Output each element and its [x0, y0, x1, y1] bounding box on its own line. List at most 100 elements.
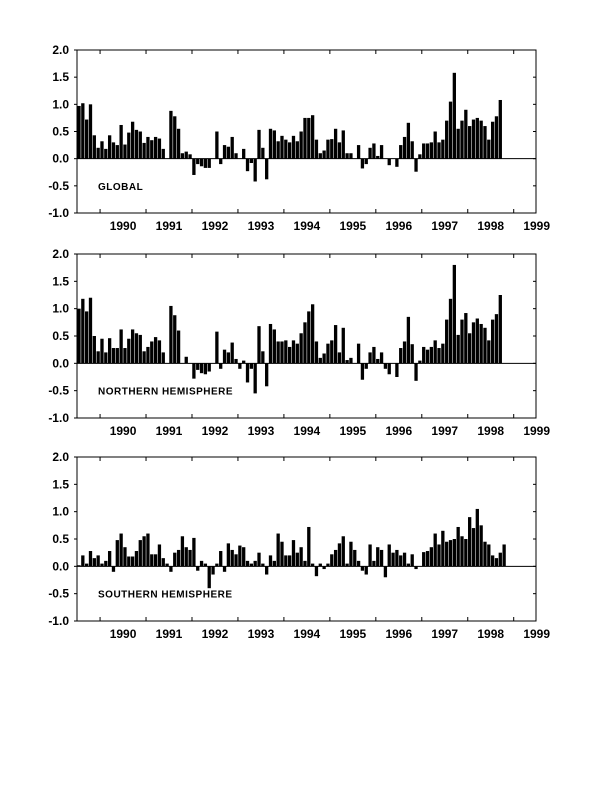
panel-1-bar — [437, 142, 441, 159]
panel-2-bar — [107, 338, 112, 364]
panel-3-bar — [291, 540, 296, 567]
panel-2-bar — [196, 363, 200, 370]
panel-1-ytick-label: 1.0 — [52, 97, 69, 111]
panel-1-bar — [345, 153, 349, 159]
panel-1-bar — [81, 103, 85, 159]
panel-2-ytick-label: 1.5 — [52, 274, 69, 288]
panel-1-xtick-label: 1996 — [385, 219, 412, 233]
panel-1-bar — [123, 144, 127, 159]
panel-1-bar — [464, 109, 468, 159]
panel-3-bar — [314, 566, 319, 577]
panel-2-bar — [134, 333, 139, 364]
panel-1-bar — [127, 132, 131, 159]
panel-3-bar — [100, 563, 104, 567]
panel-3-bar — [257, 552, 261, 567]
panel-1-bar — [245, 158, 250, 172]
panel-1-bar — [322, 150, 326, 159]
panel-1-label: GLOBAL — [98, 182, 143, 193]
panel-1-bar — [184, 151, 188, 159]
panel-3-xtick-label: 1998 — [477, 627, 504, 641]
panel-3-bar — [230, 549, 234, 567]
panel-3-xtick-label: 1996 — [385, 627, 412, 641]
panel-1-bar — [280, 135, 284, 159]
panel-2-bar — [104, 352, 108, 364]
panel-2-bar — [460, 319, 464, 364]
panel-3-bar — [425, 551, 430, 567]
panel-3-bar — [445, 541, 449, 567]
panel-3-bar — [104, 560, 108, 567]
panel-3-bar — [245, 560, 250, 567]
panel-2-bar — [92, 336, 96, 364]
panel-1-xtick-label: 1999 — [523, 219, 550, 233]
panel-2-bar — [207, 363, 211, 372]
panel-2-bar — [153, 337, 158, 364]
panel-1-bar — [422, 143, 426, 159]
panel-1-bar — [188, 154, 192, 159]
panel-2-xtick-label: 1999 — [523, 424, 550, 438]
panel-3-bar — [165, 563, 169, 567]
panel-1-bar — [257, 129, 261, 159]
panel-3-bar — [272, 560, 276, 567]
panel-1-bar — [425, 143, 430, 159]
panel-2-bar — [127, 338, 131, 364]
panel-1-bar — [368, 147, 372, 159]
panel-2-bar — [318, 357, 322, 364]
panel-1-bar — [92, 135, 96, 159]
panel-2-bar — [307, 311, 311, 364]
panel-2-bar — [138, 334, 142, 364]
panel-1-bar — [448, 101, 453, 159]
panel-1-xtick-label: 1995 — [339, 219, 366, 233]
panel-3-bar — [268, 555, 273, 567]
panel-3-bar — [307, 526, 311, 567]
panel-3-bar — [107, 551, 112, 567]
panel-2-bar — [157, 340, 162, 364]
panel-1-bar — [487, 139, 491, 159]
panel-3-xtick-label: 1992 — [202, 627, 229, 641]
panel-3-bar — [376, 547, 380, 567]
panel-3-bar — [226, 543, 231, 567]
panel-3-bar — [310, 563, 315, 567]
panel-1-ytick-label: 1.5 — [52, 70, 69, 84]
panel-1-bar — [107, 135, 112, 159]
panel-3-bar — [468, 517, 472, 567]
panel-3-bar — [464, 539, 468, 567]
panel-2-bar — [379, 352, 384, 364]
panel-2-bar — [219, 363, 223, 369]
panel-3-bar — [142, 536, 146, 567]
panel-3-bar — [353, 549, 357, 567]
panel-2-bar — [414, 363, 418, 381]
panel-1-bar — [265, 158, 269, 180]
panel-2-bar — [284, 340, 288, 364]
panel-1-bar — [326, 139, 330, 159]
panel-1-bar — [104, 148, 108, 159]
panel-1-bar — [483, 126, 487, 159]
panel-1-bar — [196, 158, 200, 165]
panel-2-bar — [337, 352, 342, 364]
panel-3-bar — [157, 544, 162, 567]
panel-3-bar — [433, 533, 437, 567]
panel-3-bar — [234, 554, 238, 567]
panel-2-bar — [115, 348, 119, 364]
panel-2-bar — [280, 341, 284, 364]
panel-2-bar — [406, 316, 411, 364]
panel-3-ytick-label: -0.5 — [48, 587, 69, 601]
panel-2-bar — [425, 349, 430, 364]
panel-2-bar — [372, 346, 376, 364]
panel-2-bar — [299, 333, 303, 364]
panel-1-xtick-label: 1990 — [110, 219, 137, 233]
panel-2-bar — [295, 343, 299, 364]
panel-3-bar — [387, 544, 391, 567]
panel-1-xtick-label: 1991 — [156, 219, 183, 233]
panel-3-bar — [322, 566, 326, 570]
panel-3-bar — [372, 560, 376, 567]
panel-1-xtick-label: 1993 — [248, 219, 275, 233]
panel-3-bar — [81, 555, 85, 567]
panel-3-bar — [134, 551, 139, 567]
panel-2-ytick-label: 0.0 — [52, 356, 69, 370]
panel-1-ytick-label: 0.5 — [52, 125, 69, 139]
panel-1-bar — [276, 141, 280, 159]
panel-2-ytick-label: 0.5 — [52, 329, 69, 343]
panel-1-bar — [176, 128, 181, 159]
panel-2-bar — [226, 352, 231, 364]
panel-3-bar — [341, 536, 345, 567]
